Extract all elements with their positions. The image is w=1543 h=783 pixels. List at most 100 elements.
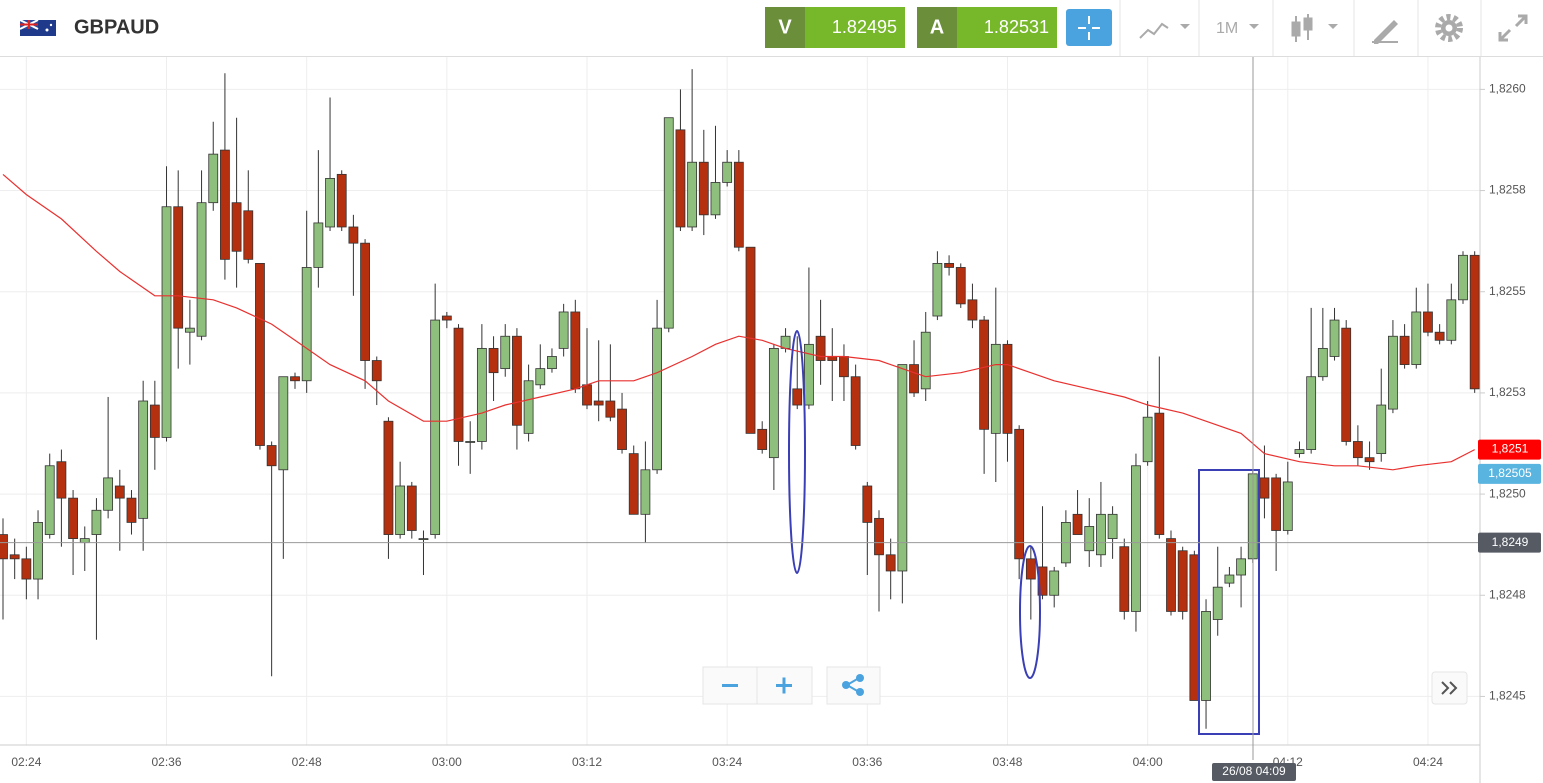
annotation-ellipse bbox=[788, 330, 806, 574]
crosshair-price-label: 1,8249 bbox=[1492, 535, 1529, 549]
candle-body bbox=[920, 331, 931, 390]
candle-body bbox=[313, 222, 324, 268]
candle-body bbox=[44, 465, 55, 535]
candle-body bbox=[1131, 465, 1141, 612]
candle-body bbox=[476, 347, 487, 442]
candle-body bbox=[815, 335, 826, 361]
plot-area bbox=[0, 69, 1480, 729]
candle-body bbox=[1329, 319, 1340, 357]
candle-body bbox=[1119, 546, 1130, 612]
candle-body bbox=[21, 558, 32, 580]
y-tick-label: 1,8253 bbox=[1489, 385, 1526, 399]
candle-body bbox=[710, 182, 721, 216]
x-tick-label: 02:24 bbox=[11, 755, 41, 769]
candle-body bbox=[1096, 513, 1106, 556]
candle-body bbox=[33, 522, 43, 580]
candle-body bbox=[1014, 428, 1025, 560]
candle-body bbox=[1434, 331, 1445, 341]
x-tick-label: 03:12 bbox=[572, 755, 602, 769]
candle-body bbox=[1049, 570, 1060, 596]
candle-body bbox=[103, 477, 114, 511]
zoom-in-button[interactable] bbox=[756, 666, 813, 705]
price-tag bbox=[1478, 439, 1541, 460]
x-tick-label: 03:36 bbox=[852, 755, 882, 769]
candle-body bbox=[523, 380, 534, 434]
fullscreen-button[interactable] bbox=[1498, 14, 1528, 42]
candle-body bbox=[208, 153, 219, 204]
candle-body bbox=[1166, 538, 1176, 612]
candle-body bbox=[605, 400, 616, 418]
candle-body bbox=[780, 335, 791, 349]
candle-style-button[interactable] bbox=[1291, 0, 1355, 56]
annotation-rect bbox=[1198, 469, 1260, 735]
candle-body bbox=[897, 364, 908, 572]
candle-body bbox=[383, 420, 394, 535]
overlay: 1,8249 1,8251 1,82505 26/08 04:09 bbox=[0, 439, 1541, 781]
candle-body bbox=[126, 497, 137, 523]
candle-body bbox=[1236, 558, 1246, 576]
symbol: GBPAUD bbox=[74, 16, 159, 38]
candle-body bbox=[371, 360, 382, 382]
scroll-right-button[interactable] bbox=[1431, 671, 1468, 705]
y-tick-label: 1,8250 bbox=[1489, 486, 1526, 500]
sell-price: 1.82495 bbox=[832, 17, 897, 37]
candle-body bbox=[79, 538, 90, 544]
candle-body bbox=[243, 210, 254, 260]
candle-body bbox=[757, 428, 768, 450]
buy-button[interactable]: A 1.82531 bbox=[917, 7, 1057, 48]
candle-body bbox=[9, 554, 20, 560]
candle-body bbox=[1212, 586, 1223, 620]
zoom-out-button[interactable] bbox=[702, 666, 758, 705]
candle-body bbox=[1259, 477, 1270, 499]
sell-button[interactable]: V 1.82495 bbox=[765, 7, 905, 48]
candle-body bbox=[1458, 254, 1468, 301]
settings-button[interactable] bbox=[1435, 0, 1482, 56]
candle-body bbox=[430, 319, 441, 535]
flag bbox=[19, 19, 56, 36]
candle-body bbox=[1084, 526, 1095, 552]
draw-button[interactable] bbox=[1372, 0, 1419, 56]
candle-body bbox=[453, 327, 464, 442]
candle-body bbox=[91, 509, 102, 535]
candle-body bbox=[1388, 335, 1398, 410]
candle-body bbox=[1411, 311, 1422, 365]
candle-body bbox=[266, 445, 277, 467]
candle-body bbox=[839, 356, 849, 378]
candle-body bbox=[582, 384, 592, 406]
crosshair-button[interactable] bbox=[1066, 9, 1112, 46]
candle-body bbox=[149, 404, 160, 438]
candle-body bbox=[792, 388, 803, 406]
x-tick-label: 02:48 bbox=[292, 755, 322, 769]
crosshair-time-tag bbox=[1212, 763, 1296, 781]
candle-body bbox=[687, 161, 698, 228]
candle-body bbox=[418, 538, 429, 540]
candle-body bbox=[114, 485, 125, 499]
candle-body bbox=[138, 400, 149, 519]
crosshair-time-label: 26/08 04:09 bbox=[1222, 764, 1286, 778]
candle-body bbox=[850, 376, 861, 446]
candle-body bbox=[406, 485, 417, 531]
candle-body bbox=[652, 327, 662, 471]
candle-body bbox=[663, 117, 674, 329]
candle-body bbox=[885, 554, 896, 572]
chart-type-button[interactable] bbox=[1119, 0, 1200, 56]
candle-body bbox=[1376, 404, 1387, 455]
candle-body bbox=[617, 408, 627, 450]
y-tick-label: 1,8245 bbox=[1489, 689, 1526, 703]
candle-body bbox=[441, 315, 452, 321]
share-button[interactable] bbox=[826, 666, 881, 705]
candle-body bbox=[1002, 343, 1013, 434]
candle-body bbox=[1177, 550, 1188, 612]
candle-body bbox=[1282, 481, 1293, 531]
x-tick-label: 02:36 bbox=[152, 755, 182, 769]
candle-body bbox=[336, 173, 347, 228]
candle-body bbox=[1154, 412, 1165, 535]
candle-body bbox=[255, 262, 265, 446]
candle-body bbox=[1201, 611, 1211, 701]
candle-body bbox=[173, 206, 184, 329]
moving-average bbox=[2, 173, 1475, 471]
x-tick-label: 03:24 bbox=[712, 755, 742, 769]
candle-body bbox=[500, 335, 511, 370]
candle-body bbox=[488, 347, 499, 374]
timeframe-button[interactable]: 1M bbox=[1216, 0, 1274, 56]
